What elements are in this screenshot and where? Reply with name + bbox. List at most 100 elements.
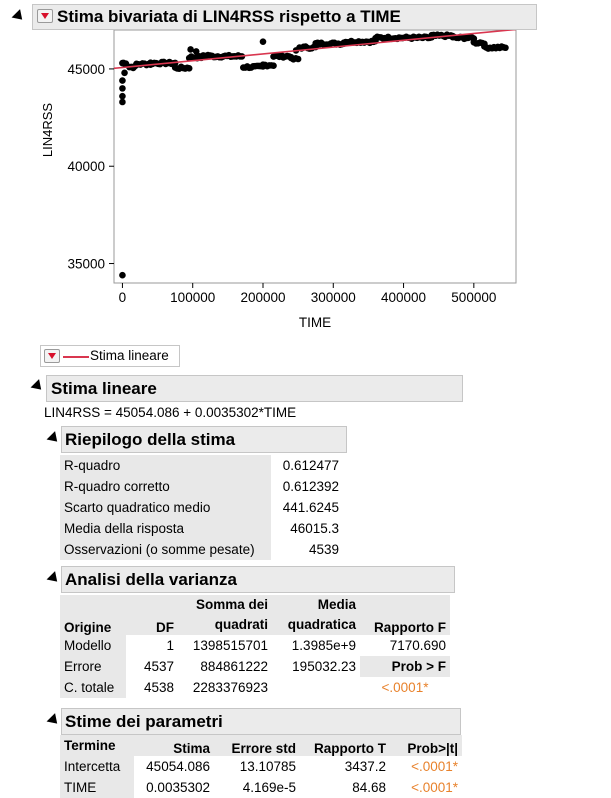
prob-f-label: Prob > F xyxy=(360,656,450,677)
summary-label: Osservazioni (o somme pesate) xyxy=(60,539,271,560)
data-point xyxy=(294,55,302,63)
x-axis-title: TIME xyxy=(299,315,331,330)
anova-ss: 884861222 xyxy=(200,659,268,674)
anova-origine: C. totale xyxy=(60,677,126,698)
table-row: C. totale 4538 2283376923 <.0001* xyxy=(60,677,450,698)
y-tick-label: 40000 xyxy=(67,159,105,174)
col-termine: Termine xyxy=(60,735,134,756)
summary-header: Riepilogo della stima xyxy=(61,426,347,453)
table-row: Osservazioni (o somme pesate) 4539 xyxy=(60,539,343,560)
y-tick-label: 35000 xyxy=(67,257,105,272)
data-point xyxy=(187,46,194,53)
prob-f-value: <.0001* xyxy=(381,680,429,695)
data-point xyxy=(119,92,126,100)
anova-ss: 2283376923 xyxy=(192,680,268,695)
fit-section-header: Stima lineare xyxy=(46,375,463,402)
anova-title: Analisi della varianza xyxy=(65,570,237,589)
y-tick-label: 45000 xyxy=(67,62,105,77)
report-disclosure-icon[interactable] xyxy=(11,9,27,24)
param-p: <.0001* xyxy=(411,780,458,795)
fit-section-title: Stima lineare xyxy=(51,379,157,398)
params-table: Termine Stima Errore std Rapporto T Prob… xyxy=(60,735,462,798)
summary-label: R-quadro xyxy=(60,455,271,476)
anova-ms xyxy=(272,677,360,698)
legend-line-swatch xyxy=(63,356,89,358)
summary-table: R-quadro 0.612477 R-quadro corretto 0.61… xyxy=(60,455,343,560)
param-stima: 0.0035302 xyxy=(146,780,210,795)
data-point xyxy=(119,98,126,106)
table-row: R-quadro 0.612477 xyxy=(60,455,343,476)
col-f: Rapporto F xyxy=(360,595,450,635)
anova-df: 1 xyxy=(166,638,174,653)
summary-value: 0.612392 xyxy=(282,479,339,494)
table-header-row: Origine DF Somma dei quadrati Media quadra… xyxy=(60,595,450,635)
data-point xyxy=(119,271,126,279)
params-header: Stime dei parametri xyxy=(61,708,461,735)
x-tick-label: 0 xyxy=(119,290,127,305)
table-row: Media della risposta 46015.3 xyxy=(60,518,343,539)
x-tick-label: 100000 xyxy=(170,290,215,305)
report-header: Stima bivariata di LIN4RSS rispetto a TI… xyxy=(32,4,537,30)
data-point xyxy=(119,85,126,92)
summary-label: Scarto quadratico medio xyxy=(60,497,271,518)
param-t: 84.68 xyxy=(352,780,386,795)
fit-disclosure-icon[interactable] xyxy=(30,379,46,394)
summary-value: 46015.3 xyxy=(290,521,339,536)
summary-disclosure-icon[interactable] xyxy=(46,431,62,446)
col-ms: Media quadratica xyxy=(272,595,360,635)
param-stima: 45054.086 xyxy=(146,759,210,774)
params-disclosure-icon[interactable] xyxy=(46,713,62,728)
col-errore: Errore std xyxy=(214,735,300,756)
table-row: TIME 0.0035302 4.169e-5 84.68 <.0001* xyxy=(60,777,462,798)
params-title: Stime dei parametri xyxy=(65,712,223,731)
param-p: <.0001* xyxy=(411,759,458,774)
anova-ss: 1398515701 xyxy=(192,638,268,653)
param-errore: 13.10785 xyxy=(239,759,296,774)
data-point xyxy=(502,44,509,52)
anova-df: 4538 xyxy=(143,680,174,695)
summary-title: Riepilogo della stima xyxy=(65,430,236,449)
table-row: Modello 1 1398515701 1.3985e+9 7170.690 xyxy=(60,635,450,656)
anova-ms: 1.3985e+9 xyxy=(291,638,356,653)
summary-label: Media della risposta xyxy=(60,518,271,539)
anova-table: Origine DF Somma dei quadrati Media quadra… xyxy=(60,595,450,698)
table-header-row: Termine Stima Errore std Rapporto T Prob… xyxy=(60,735,462,756)
plot-frame xyxy=(113,30,517,284)
anova-header: Analisi della varianza xyxy=(61,566,455,593)
col-origine: Origine xyxy=(60,595,126,635)
param-termine: TIME xyxy=(60,777,134,798)
summary-value: 0.612477 xyxy=(282,458,339,473)
report-menu-button[interactable] xyxy=(37,9,53,23)
table-row: Scarto quadratico medio 441.6245 xyxy=(60,497,343,518)
param-errore: 4.169e-5 xyxy=(242,780,296,795)
col-rapporto-t: Rapporto T xyxy=(300,735,390,756)
data-point xyxy=(121,69,128,77)
summary-label: R-quadro corretto xyxy=(60,476,271,497)
summary-value: 441.6245 xyxy=(282,500,339,515)
table-row: Errore 4537 884861222 195032.23 Prob > F xyxy=(60,656,450,677)
summary-value: 4539 xyxy=(308,542,339,557)
table-row: Intercetta 45054.086 13.10785 3437.2 <.0… xyxy=(60,756,462,777)
param-t: 3437.2 xyxy=(344,759,386,774)
scatter-plot: 0 100000 200000 300000 400000 500000 35000 4000… xyxy=(40,30,517,330)
legend-box[interactable]: Stima lineare xyxy=(40,345,180,367)
y-axis-title: LIN4RSS xyxy=(40,103,55,158)
anova-origine: Errore xyxy=(60,656,126,677)
legend-menu-button[interactable] xyxy=(44,349,60,363)
x-tick-label: 500000 xyxy=(451,290,496,305)
fit-line xyxy=(114,30,516,70)
fit-equation: LIN4RSS = 45054.086 + 0.0035302*TIME xyxy=(44,405,297,420)
col-stima: Stima xyxy=(134,735,214,756)
data-point xyxy=(185,65,193,72)
legend-label: Stima lineare xyxy=(90,348,169,363)
x-tick-label: 200000 xyxy=(240,290,285,305)
table-row: R-quadro corretto 0.612392 xyxy=(60,476,343,497)
anova-disclosure-icon[interactable] xyxy=(46,571,62,586)
anova-df: 4537 xyxy=(143,659,174,674)
param-termine: Intercetta xyxy=(60,756,134,777)
col-df: DF xyxy=(126,595,178,635)
x-tick-label: 300000 xyxy=(311,290,356,305)
anova-f: 7170.690 xyxy=(389,638,446,653)
anova-origine: Modello xyxy=(60,635,126,656)
col-ss: Somma dei quadrati xyxy=(178,595,272,635)
